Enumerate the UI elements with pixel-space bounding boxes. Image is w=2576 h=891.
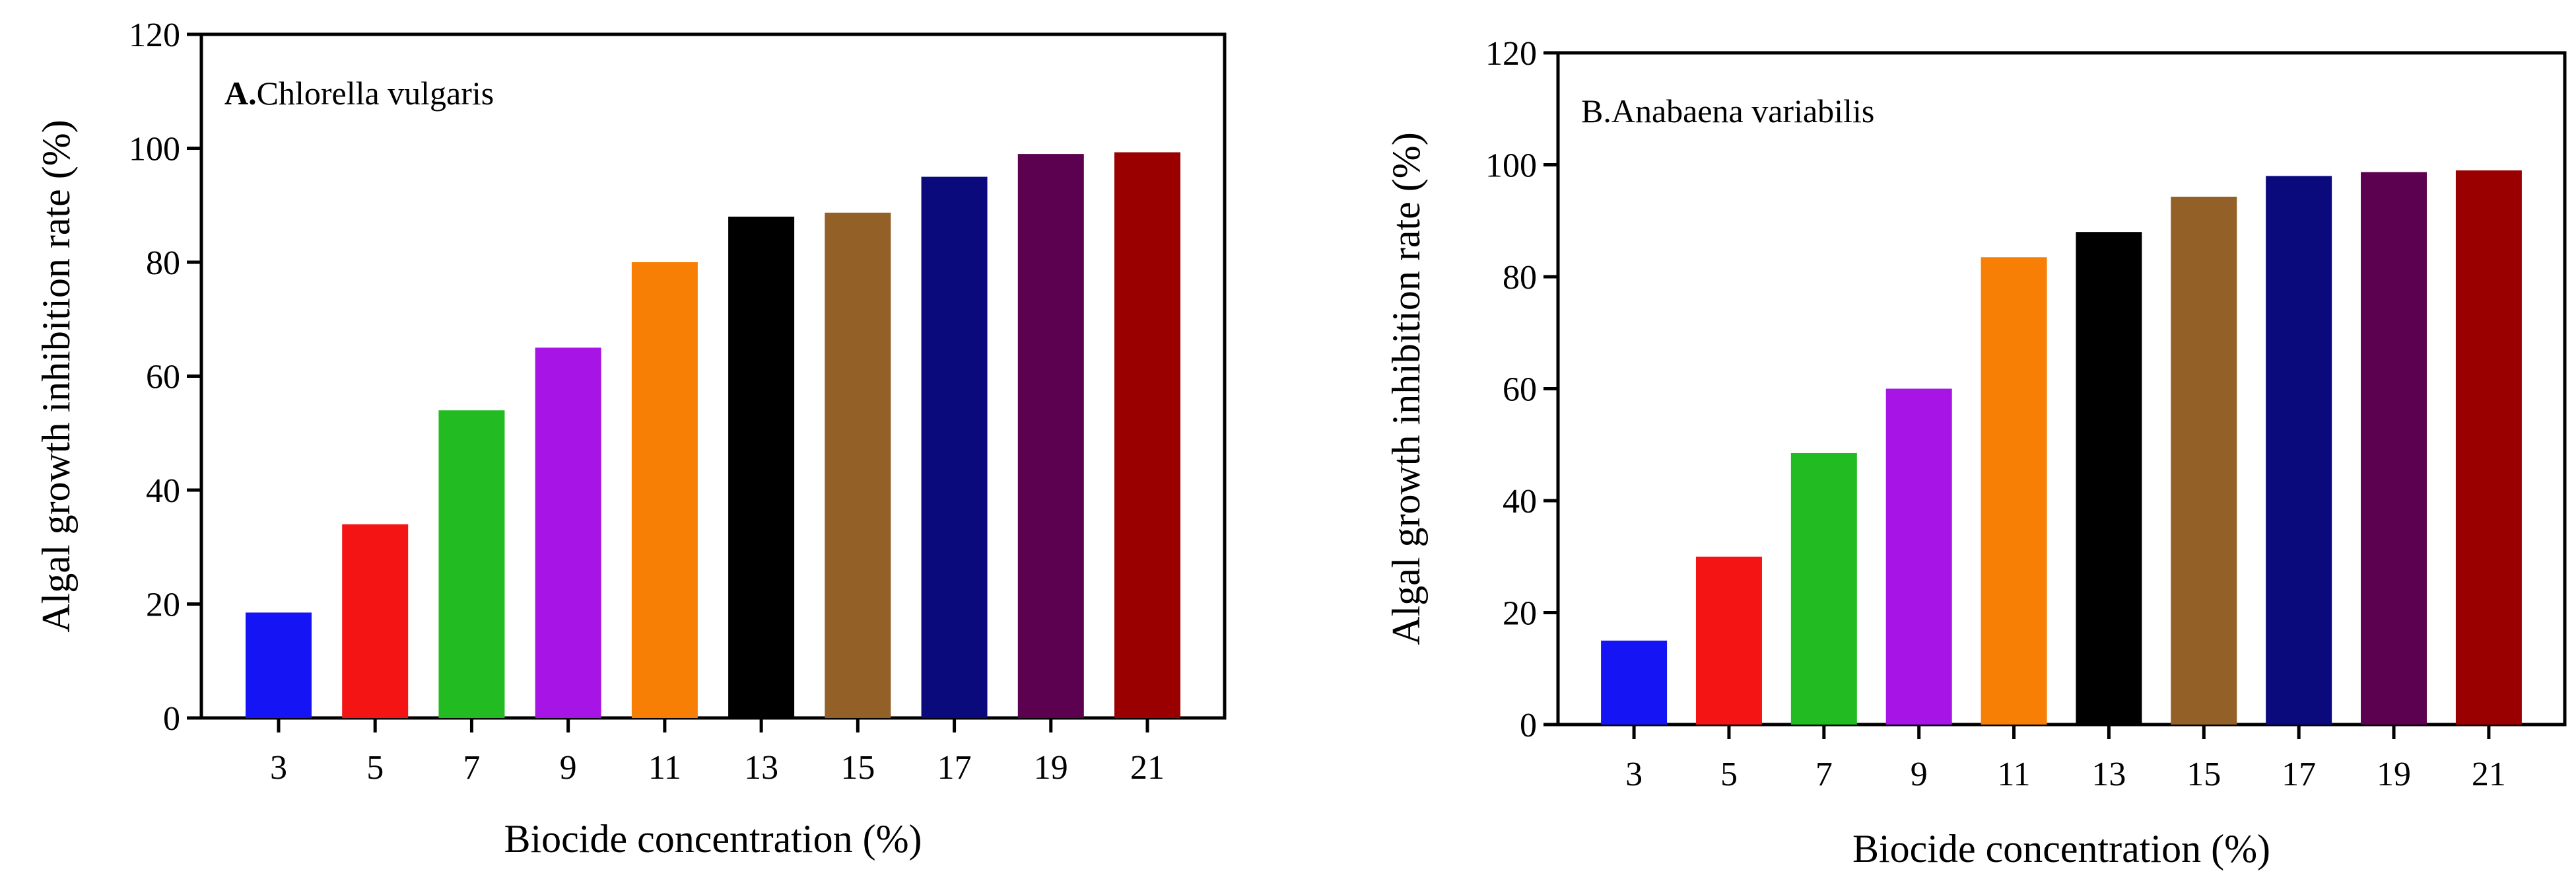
panel-a-x-tick-label: 7 bbox=[463, 749, 480, 787]
panel-b-title: B.Anabaena variabilis bbox=[1581, 92, 1874, 129]
panel-a-x-tick-label: 21 bbox=[1130, 749, 1165, 787]
panel-b-x-tick-label: 21 bbox=[2472, 756, 2506, 793]
panel-b-y-tick-label: 20 bbox=[1503, 595, 1537, 633]
panel-a-bar-19 bbox=[1017, 154, 1084, 718]
panel-b-x-tick-label: 15 bbox=[2186, 756, 2221, 793]
panel-a-x-tick-label: 19 bbox=[1034, 749, 1068, 787]
panel-a-bar-15 bbox=[825, 212, 891, 718]
panel-a-bar-21 bbox=[1114, 152, 1181, 719]
panel-a-y-tick-label: 120 bbox=[129, 17, 180, 54]
panel-a-x-tick-label: 17 bbox=[937, 749, 972, 787]
panel-b-x-tick-label: 7 bbox=[1815, 756, 1833, 793]
panel-b-y-tick-label: 80 bbox=[1503, 259, 1537, 297]
panel-a-y-axis: 0 20 40 60 80 100 120 bbox=[129, 17, 201, 738]
panel-a-title: A.Chlorella vulgaris bbox=[224, 75, 494, 112]
panel-a-y-tick-label: 20 bbox=[146, 587, 180, 624]
panel-b-bar-11 bbox=[1981, 257, 2047, 725]
panel-b-y-axis-title: Algal growth inhibition rate (%) bbox=[1384, 132, 1428, 645]
panel-a-y-tick-label: 0 bbox=[163, 700, 180, 738]
panel-a-bar-5 bbox=[342, 524, 409, 718]
panel-b-bar-7 bbox=[1790, 452, 1857, 725]
panel-b-x-tick-label: 9 bbox=[1911, 756, 1928, 793]
panel-a-y-tick-label: 80 bbox=[146, 244, 180, 282]
panel-b-bar-15 bbox=[2171, 196, 2237, 725]
panel-b-y-tick-label: 100 bbox=[1485, 147, 1537, 185]
panel-b-bar-19 bbox=[2361, 172, 2427, 725]
panel-a-species: Chlorella vulgaris bbox=[257, 75, 494, 112]
panel-b-x-tick-label: 19 bbox=[2377, 756, 2411, 793]
panel-b-x-tick-label: 3 bbox=[1625, 756, 1643, 793]
panel-a-bar-7 bbox=[438, 410, 505, 718]
panel-b-y-tick-label: 120 bbox=[1485, 35, 1537, 73]
panel-b-bars bbox=[1601, 170, 2522, 725]
panel-a-x-tick-label: 5 bbox=[366, 749, 384, 787]
panel-b-y-tick-label: 40 bbox=[1503, 483, 1537, 520]
panel-a-x-tick-label: 13 bbox=[744, 749, 778, 787]
panel-a-y-axis-title: Algal growth inhibition rate (%) bbox=[34, 120, 78, 632]
panel-b-bar-21 bbox=[2455, 170, 2522, 725]
panel-a-bar-17 bbox=[921, 176, 988, 718]
panel-b-y-axis: 0 20 40 60 80 100 120 bbox=[1485, 35, 1558, 744]
panel-b-y-tick-label: 60 bbox=[1503, 371, 1537, 409]
panel-a-y-tick-label: 100 bbox=[129, 131, 180, 168]
panel-a-bar-13 bbox=[728, 217, 795, 718]
panel-a-x-axis-title: Biocide concentration (%) bbox=[504, 817, 922, 861]
panel-b-x-tick-label: 5 bbox=[1720, 756, 1738, 793]
panel-b-bar-13 bbox=[2076, 232, 2142, 725]
panel-a-x-axis: 3 5 7 9 11 13 15 17 19 21 bbox=[270, 718, 1165, 787]
panel-b-species: Anabaena variabilis bbox=[1611, 92, 1874, 129]
panel-a-bars bbox=[245, 152, 1181, 719]
panel-a-bar-9 bbox=[535, 347, 601, 718]
panel-b-label: B. bbox=[1581, 92, 1611, 129]
panel-b-bar-17 bbox=[2266, 176, 2332, 725]
panel-a-x-tick-label: 15 bbox=[840, 749, 875, 787]
panel-a-y-tick-label: 60 bbox=[146, 359, 180, 396]
panel-a-x-tick-label: 3 bbox=[270, 749, 287, 787]
panel-b-bar-5 bbox=[1695, 556, 1762, 725]
panel-a-y-tick-label: 40 bbox=[146, 472, 180, 510]
panel-a-x-tick-label: 11 bbox=[648, 749, 681, 787]
panel-b-bar-9 bbox=[1885, 388, 1952, 725]
panel-a-bar-11 bbox=[631, 262, 698, 718]
panel-b-bar-3 bbox=[1601, 640, 1668, 725]
panel-b-x-tick-label: 11 bbox=[1998, 756, 2031, 793]
panel-b-x-axis-title: Biocide concentration (%) bbox=[1852, 827, 2270, 871]
panel-a-x-tick-label: 9 bbox=[560, 749, 577, 787]
panel-a-chart: 0 20 40 60 80 100 120 3 5 7 9 11 13 15 17 19 21 A.Chlor… bbox=[34, 17, 1227, 861]
panel-b-x-axis: 3 5 7 9 11 13 15 17 19 21 bbox=[1625, 725, 2506, 793]
panel-a-bar-3 bbox=[245, 612, 312, 718]
panel-b-y-tick-label: 0 bbox=[1520, 707, 1537, 744]
panel-b-chart: 0 20 40 60 80 100 120 3 5 7 9 11 13 15 17 19 21 B.Anaba… bbox=[1384, 35, 2567, 871]
panel-b-x-tick-label: 13 bbox=[2091, 756, 2126, 793]
panel-a-label: A. bbox=[224, 75, 257, 112]
panel-b-x-tick-label: 17 bbox=[2282, 756, 2316, 793]
